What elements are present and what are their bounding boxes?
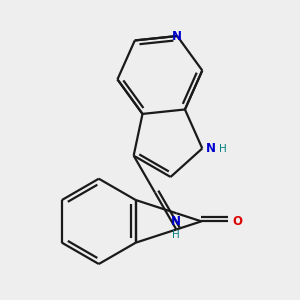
Text: O: O (233, 215, 243, 228)
Text: N: N (172, 29, 182, 43)
Text: N: N (206, 142, 216, 155)
Text: H: H (219, 144, 226, 154)
Text: H: H (172, 230, 180, 240)
Text: N: N (171, 215, 181, 228)
